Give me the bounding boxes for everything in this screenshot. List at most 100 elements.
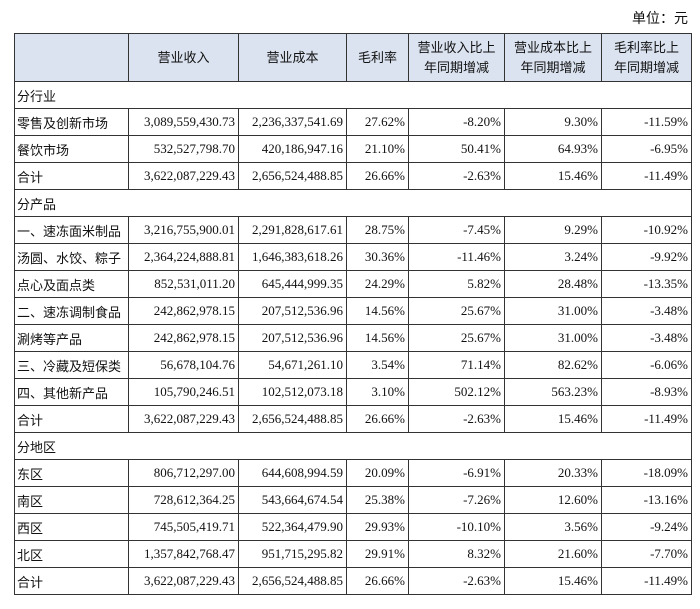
- cell: 15.46%: [504, 162, 602, 190]
- cell: 3,089,559,430.73: [128, 108, 239, 136]
- cell: 806,712,297.00: [128, 459, 239, 487]
- row-label: 汤圆、水饺、粽子: [14, 243, 129, 271]
- cell: 3,622,087,229.43: [128, 162, 239, 190]
- section-row: 分行业: [14, 81, 692, 109]
- cell: 532,527,798.70: [128, 135, 239, 163]
- cell: -8.20%: [408, 108, 505, 136]
- cell: 102,512,073.18: [238, 378, 347, 406]
- data-row: 西区 745,505,419.71 522,364,479.90 29.93% -10.…: [14, 513, 692, 541]
- cell: 64.93%: [504, 135, 602, 163]
- cell: 12.60%: [504, 486, 602, 514]
- header-line: 年同期增减: [520, 59, 586, 75]
- cell: 207,512,536.96: [238, 297, 347, 325]
- cell: 745,505,419.71: [128, 513, 239, 541]
- cell: 242,862,978.15: [128, 297, 239, 325]
- header-cell: 毛利率: [346, 33, 409, 82]
- cell: 207,512,536.96: [238, 324, 347, 352]
- cell: -11.59%: [601, 108, 692, 136]
- header-line: 营业收入: [157, 49, 210, 65]
- cell: 3,216,755,900.01: [128, 216, 239, 244]
- header-line: 营业成本: [266, 49, 319, 65]
- cell: 2,364,224,888.81: [128, 243, 239, 271]
- section-row: 分地区: [14, 432, 692, 460]
- row-label: 东区: [14, 459, 129, 487]
- data-row: 南区 728,612,364.25 543,664,674.54 25.38% -7.2…: [14, 486, 692, 514]
- cell: 21.10%: [346, 135, 409, 163]
- cell: 420,186,947.16: [238, 135, 347, 163]
- cell: 28.48%: [504, 270, 602, 298]
- cell: -7.70%: [601, 540, 692, 568]
- row-label: 合计: [14, 567, 129, 595]
- cell: 31.00%: [504, 324, 602, 352]
- cell: -11.49%: [601, 162, 692, 190]
- data-row: 零售及创新市场 3,089,559,430.73 2,236,337,541.69 2…: [14, 108, 692, 136]
- cell: -9.24%: [601, 513, 692, 541]
- cell: 14.56%: [346, 297, 409, 325]
- row-label: 餐饮市场: [14, 135, 129, 163]
- data-row: 四、其他新产品 105,790,246.51 102,512,073.18 3.10%…: [14, 378, 692, 406]
- cell: -7.45%: [408, 216, 505, 244]
- cell: -13.16%: [601, 486, 692, 514]
- cell: -2.63%: [408, 162, 505, 190]
- row-label: 点心及面点类: [14, 270, 129, 298]
- cell: 502.12%: [408, 378, 505, 406]
- cell: -6.06%: [601, 351, 692, 379]
- cell: 3,622,087,229.43: [128, 567, 239, 595]
- cell: 27.62%: [346, 108, 409, 136]
- cell: -11.49%: [601, 567, 692, 595]
- header-cell: 营业收入: [128, 33, 239, 82]
- cell: 24.29%: [346, 270, 409, 298]
- cell: 26.66%: [346, 567, 409, 595]
- header-line: 营业成本比上: [513, 39, 592, 55]
- header-line: 毛利率: [357, 49, 397, 65]
- cell: 25.67%: [408, 324, 505, 352]
- cell: 2,656,524,488.85: [238, 567, 347, 595]
- data-row: 三、冷藏及短保类 56,678,104.76 54,671,261.10 3.54% 7…: [14, 351, 692, 379]
- data-row: 二、速冻调制食品 242,862,978.15 207,512,536.96 14.5…: [14, 297, 692, 325]
- row-label: 涮烤等产品: [14, 324, 129, 352]
- section-title: 分产品: [14, 189, 692, 217]
- cell: -13.35%: [601, 270, 692, 298]
- cell: 56,678,104.76: [128, 351, 239, 379]
- cell: 3,622,087,229.43: [128, 405, 239, 433]
- cell: 3.56%: [504, 513, 602, 541]
- cell: -3.48%: [601, 324, 692, 352]
- cell: 2,236,337,541.69: [238, 108, 347, 136]
- cell: 29.93%: [346, 513, 409, 541]
- cell: 242,862,978.15: [128, 324, 239, 352]
- unit-label: 单位：元: [632, 12, 688, 27]
- section-title: 分行业: [14, 81, 692, 109]
- header-row: 营业收入 营业成本 毛利率 营业收入比上 年同期增减 营业成本比上 年同期增减 毛利率比上 年同…: [14, 33, 692, 82]
- cell: 82.62%: [504, 351, 602, 379]
- cell: 15.46%: [504, 567, 602, 595]
- header-line: 毛利率比上: [613, 39, 679, 55]
- row-label: 西区: [14, 513, 129, 541]
- cell: 50.41%: [408, 135, 505, 163]
- cell: 20.33%: [504, 459, 602, 487]
- cell: 522,364,479.90: [238, 513, 347, 541]
- cell: -10.92%: [601, 216, 692, 244]
- header-line: 年同期增减: [613, 59, 679, 75]
- cell: 563.23%: [504, 378, 602, 406]
- cell: 30.36%: [346, 243, 409, 271]
- header-line: 营业收入比上: [417, 39, 496, 55]
- cell: 15.46%: [504, 405, 602, 433]
- cell: 14.56%: [346, 324, 409, 352]
- cell: 2,656,524,488.85: [238, 162, 347, 190]
- section-row: 分产品: [14, 189, 692, 217]
- data-row: 点心及面点类 852,531,011.20 645,444,999.35 24.29%…: [14, 270, 692, 298]
- cell: -10.10%: [408, 513, 505, 541]
- data-row: 餐饮市场 532,527,798.70 420,186,947.16 21.10% 50…: [14, 135, 692, 163]
- cell: 645,444,999.35: [238, 270, 347, 298]
- row-label: 南区: [14, 486, 129, 514]
- cell: 543,664,674.54: [238, 486, 347, 514]
- data-row: 东区 806,712,297.00 644,608,994.59 20.09% -6.9…: [14, 459, 692, 487]
- cell: 9.29%: [504, 216, 602, 244]
- cell: 1,646,383,618.26: [238, 243, 347, 271]
- data-row: 涮烤等产品 242,862,978.15 207,512,536.96 14.56% 2…: [14, 324, 692, 352]
- cell: 5.82%: [408, 270, 505, 298]
- cell: 26.66%: [346, 405, 409, 433]
- cell: -2.63%: [408, 405, 505, 433]
- row-label: 一、速冻面米制品: [14, 216, 129, 244]
